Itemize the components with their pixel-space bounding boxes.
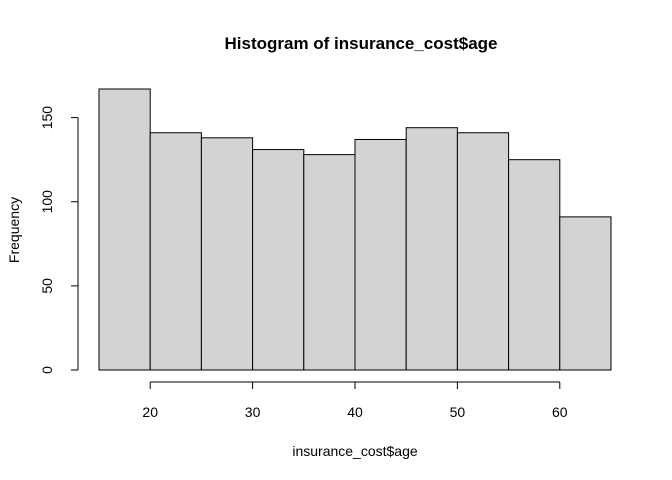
y-tick-label: 50: [39, 278, 55, 294]
y-axis: 0 50 100 150: [39, 106, 79, 374]
x-axis-label: insurance_cost$age: [292, 443, 418, 459]
x-tick-label: 20: [142, 404, 158, 420]
chart-title: Histogram of insurance_cost$age: [224, 34, 497, 53]
x-tick-label: 30: [245, 404, 261, 420]
bars-group: [98, 88, 612, 371]
histogram-bar-9: [508, 159, 561, 371]
y-axis-label: Frequency: [6, 197, 22, 263]
histogram-bar-4: [252, 149, 305, 371]
histogram-bar-8: [456, 132, 510, 371]
x-tick-label: 50: [450, 404, 466, 420]
x-axis: 20 30 40 50 60: [142, 381, 568, 420]
histogram-bar-7: [405, 127, 458, 371]
histogram-bar-3: [200, 137, 254, 371]
histogram-bar-1: [98, 88, 151, 371]
histogram-bar-2: [149, 132, 202, 371]
x-tick-label: 40: [347, 404, 363, 420]
x-tick-label: 60: [552, 404, 568, 420]
y-tick-label: 150: [39, 106, 55, 130]
histogram-bar-5: [303, 154, 356, 371]
histogram-bar-6: [354, 138, 407, 371]
y-tick-label: 0: [39, 366, 55, 374]
histogram-bar-10: [559, 216, 612, 371]
y-tick-label: 100: [39, 190, 55, 214]
